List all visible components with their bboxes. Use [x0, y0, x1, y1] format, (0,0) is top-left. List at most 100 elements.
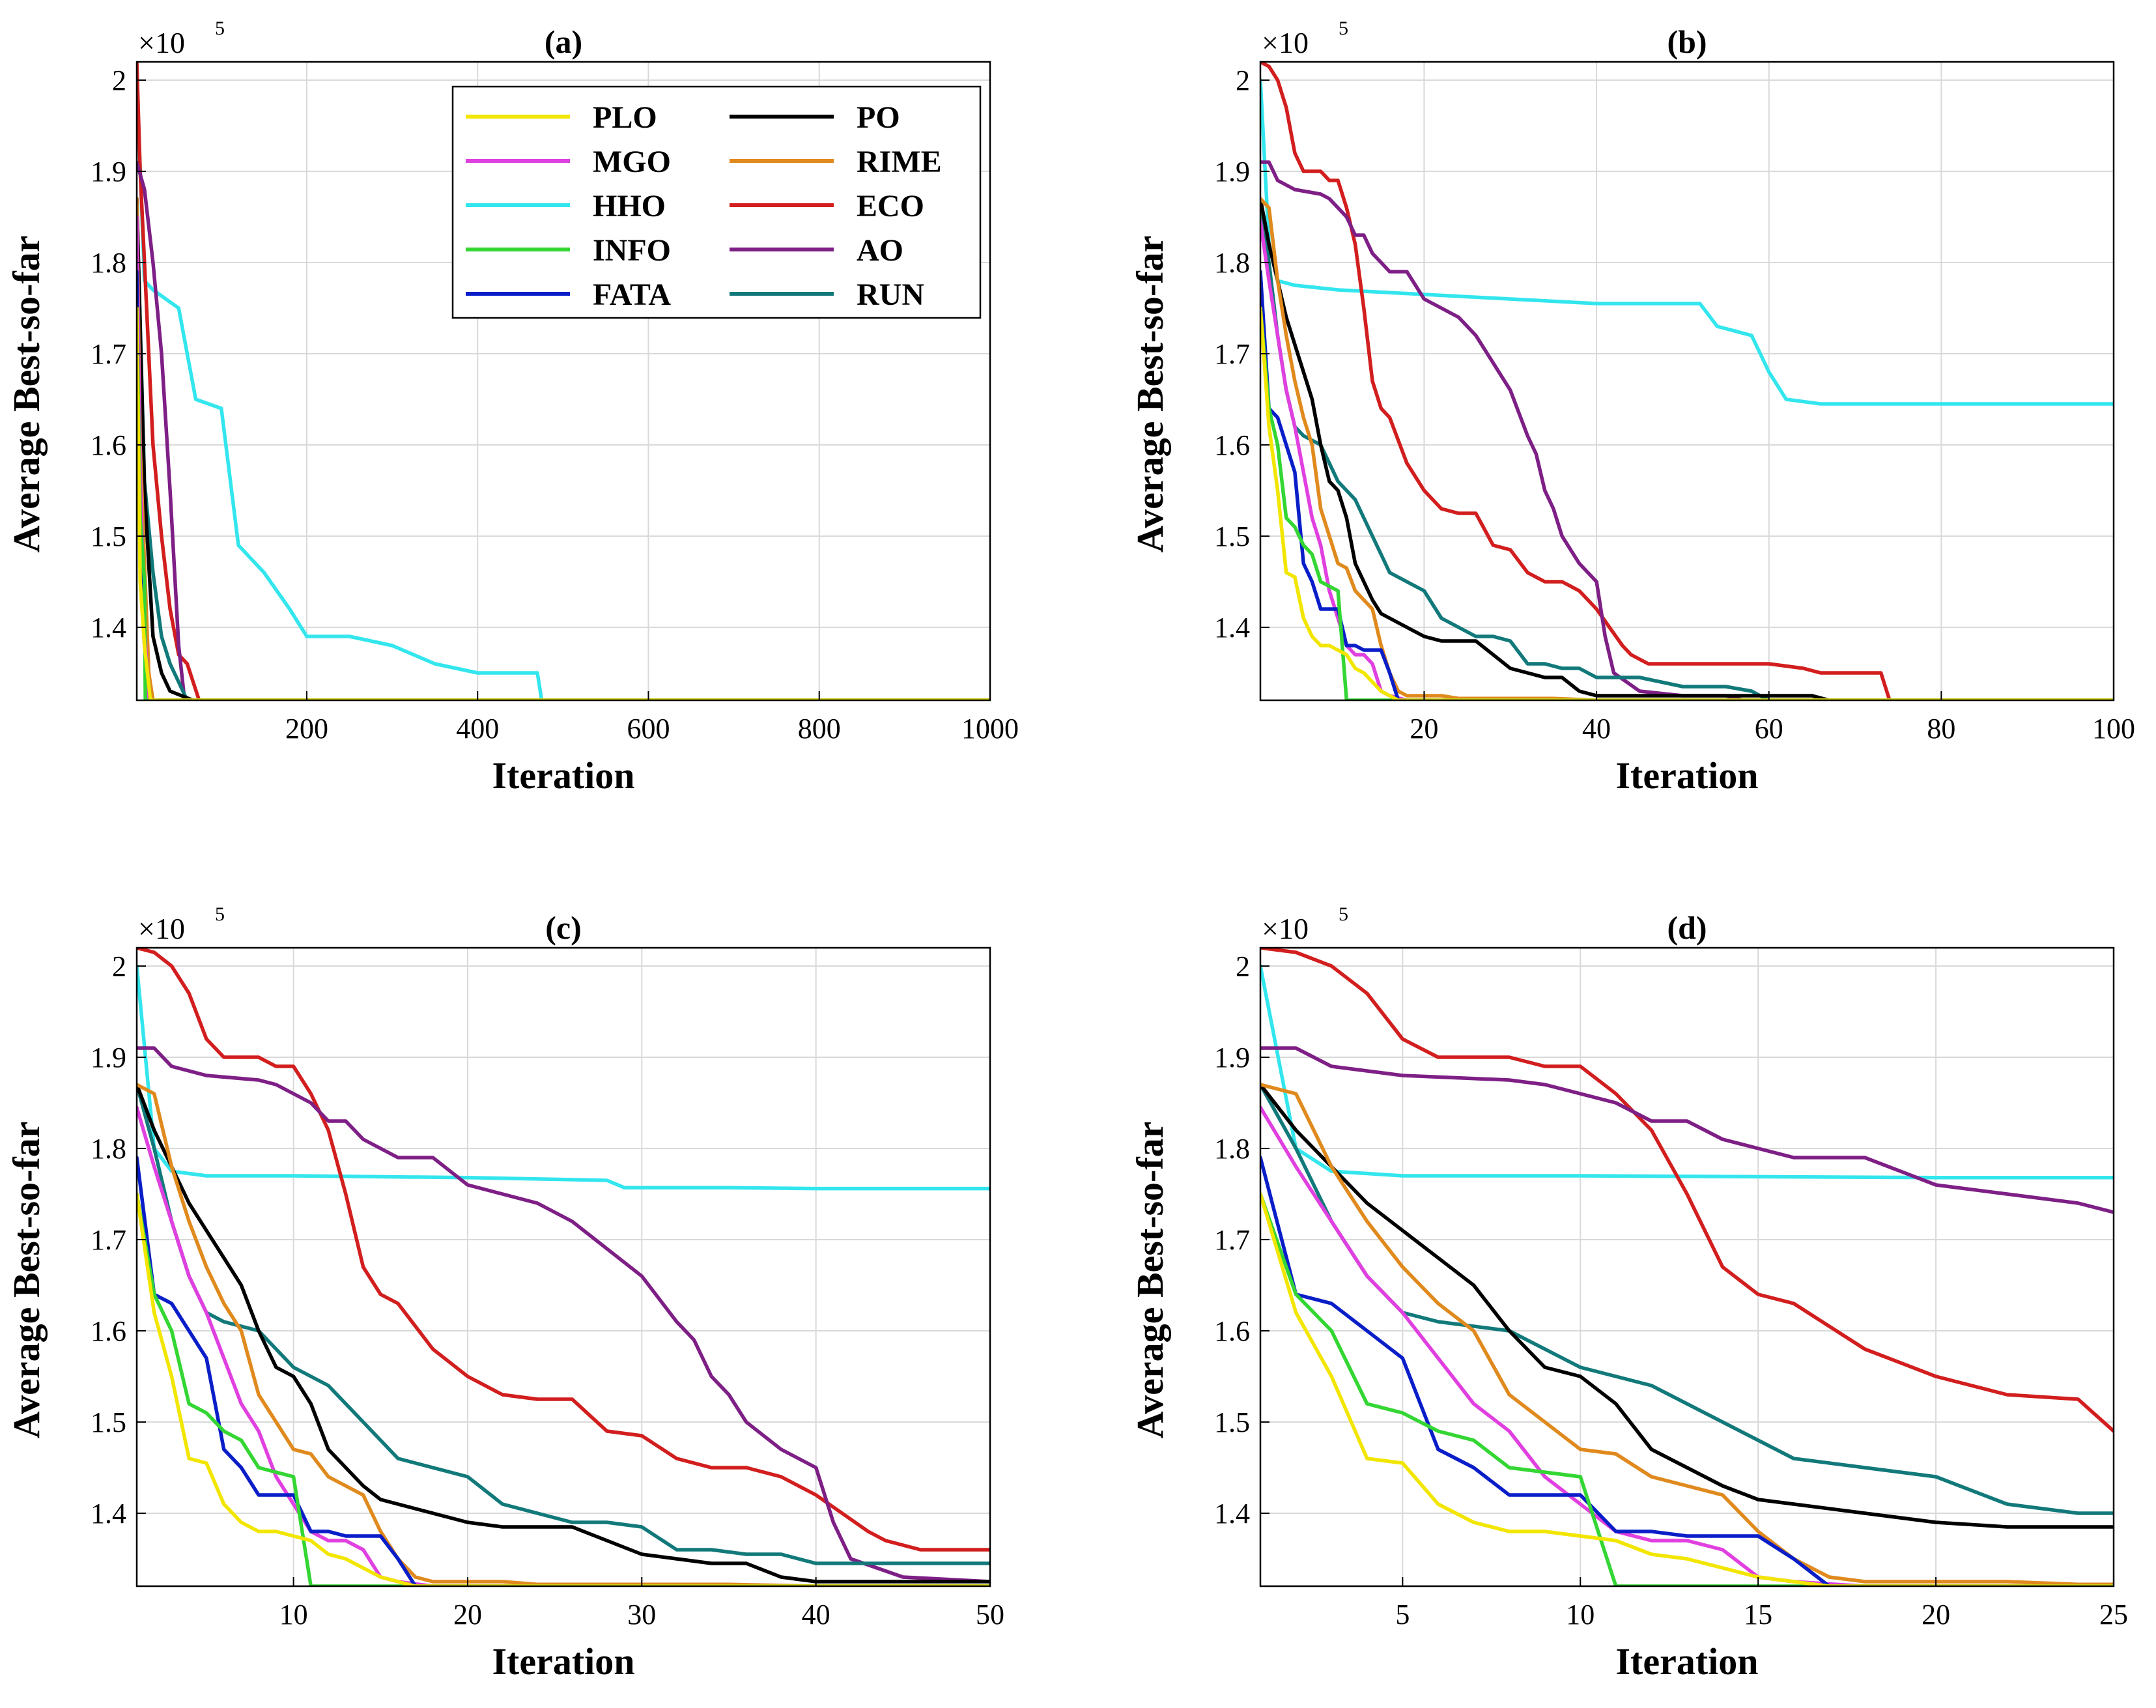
y-tick-label: 1.4: [1214, 612, 1250, 644]
y-tick-label: 2: [1236, 950, 1250, 982]
series-line-rime: [1260, 1083, 2114, 1586]
y-tick-label: 1.7: [91, 1224, 126, 1256]
y-tick-label: 1.8: [91, 247, 126, 279]
legend: PLO PO MGO RIME HHO ECO INFO AO FATA RUN: [451, 85, 982, 319]
x-tick-label: 80: [1927, 713, 1955, 745]
x-tick-label: 15: [1744, 1599, 1772, 1630]
chart-panel-d: 5 10 15 20 25 1.4 1.5 1.6 1.7 1.8 1.9 2 ×10 5 (d) Itera…: [1129, 904, 2128, 1683]
x-tick-label: 600: [627, 713, 670, 745]
y-tick-label: 1.6: [1214, 1315, 1250, 1347]
x-tick-label: 60: [1755, 713, 1783, 745]
legend-item-run: RUN: [730, 278, 924, 312]
y-tick-label: 1.5: [1214, 520, 1250, 552]
y-multiplier: ×10: [1262, 912, 1309, 945]
series-line-info: [137, 1192, 990, 1586]
axes-frame: [1259, 947, 2115, 1587]
series-line-fata: [137, 270, 990, 700]
x-tick-label: 40: [1582, 713, 1611, 745]
y-tick-label: 1.9: [91, 1042, 126, 1074]
axes-frame: [1259, 61, 2115, 702]
y-multiplier-exponent: 5: [215, 904, 225, 925]
x-tick-label: 20: [1410, 713, 1438, 745]
chart-title: (a): [545, 23, 582, 60]
y-tick-label: 1.4: [1214, 1498, 1250, 1530]
legend-item-ao: AO: [730, 233, 903, 268]
series-line-po: [1260, 1083, 2114, 1529]
y-tick-label: 1.7: [91, 338, 126, 370]
series-line-info: [1260, 306, 2114, 700]
x-axis-label: Iteration: [492, 754, 634, 797]
x-tick-label: 10: [279, 1599, 308, 1630]
series-line-run: [137, 1083, 990, 1565]
series-line-po: [1260, 197, 2114, 700]
legend-item-info: INFO: [466, 233, 671, 268]
y-axis-label: Average Best-so-far: [5, 1122, 48, 1439]
series-group: [137, 62, 990, 700]
legend-item-hho: HHO: [466, 189, 666, 223]
series-line-fata: [1260, 1156, 2114, 1586]
series-group: [1260, 948, 2114, 1586]
x-tick-label: 200: [285, 713, 328, 745]
legend-item-mgo: MGO: [466, 145, 671, 179]
series-line-plo: [137, 306, 990, 700]
series-line-plo: [1260, 306, 2114, 700]
series-line-hho: [137, 964, 990, 1191]
series-line-eco: [1260, 948, 2114, 1433]
y-multiplier: ×10: [138, 912, 185, 945]
legend-label: PLO: [593, 100, 657, 135]
y-tick-label: 1.9: [91, 156, 126, 188]
series-line-plo: [137, 1192, 990, 1586]
series-line-eco: [137, 948, 990, 1552]
y-tick-label: 1.6: [91, 429, 126, 461]
series-line-fata: [1260, 270, 2114, 700]
legend-label: ECO: [857, 189, 924, 223]
x-tick-label: 50: [976, 1599, 1004, 1630]
x-tick-label: 100: [2092, 713, 2135, 745]
series-line-ao: [1260, 1046, 2114, 1214]
axes-frame: [135, 947, 991, 1587]
series-line-po: [137, 197, 990, 700]
legend-label: PO: [857, 100, 900, 135]
legend-item-po: PO: [730, 100, 900, 135]
y-axis-label: Average Best-so-far: [5, 236, 48, 553]
chart-panel-a: 200 400 600 800 1000 1.4 1.5 1.6 1.7 1.8 1.9 2 ×10 5 (…: [5, 18, 1019, 797]
legend-item-fata: FATA: [466, 278, 671, 312]
y-axis-label: Average Best-so-far: [1129, 1122, 1171, 1439]
y-multiplier: ×10: [1262, 26, 1309, 59]
x-axis-label: Iteration: [1615, 1640, 1758, 1683]
y-multiplier-exponent: 5: [1339, 904, 1348, 925]
series-line-run: [1260, 197, 2114, 700]
y-tick-label: 1.7: [1214, 338, 1250, 370]
x-tick-label: 20: [453, 1599, 482, 1630]
x-tick-label: 800: [798, 713, 841, 745]
y-multiplier-exponent: 5: [215, 18, 225, 39]
legend-label: AO: [857, 233, 903, 268]
y-multiplier: ×10: [138, 26, 185, 59]
series-line-rime: [1260, 197, 2114, 700]
y-tick-label: 1.8: [91, 1133, 126, 1165]
chart-panel-b: 20 40 60 80 100 1.4 1.5 1.6 1.7 1.8 1.9 2 ×10 5 (b) Ite…: [1129, 18, 2135, 797]
series-line-fata: [137, 1156, 990, 1586]
series-line-hho: [137, 78, 990, 700]
chart-title: (d): [1667, 909, 1707, 946]
x-tick-label: 400: [456, 713, 499, 745]
legend-item-rime: RIME: [730, 145, 942, 179]
y-tick-label: 1.9: [1214, 156, 1250, 188]
chart-panel-c: 10 20 30 40 50 1.4 1.5 1.6 1.7 1.8 1.9 2 ×10 5 (c) Iter…: [5, 904, 1004, 1683]
legend-item-eco: ECO: [730, 189, 924, 223]
y-tick-label: 1.8: [1214, 247, 1250, 279]
y-axis-label: Average Best-so-far: [1129, 236, 1171, 553]
y-tick-label: 1.6: [91, 1315, 126, 1347]
series-line-eco: [1260, 62, 2114, 700]
x-tick-label: 10: [1566, 1599, 1595, 1630]
series-line-ao: [1260, 160, 2114, 700]
y-tick-label: 1.4: [91, 612, 126, 644]
series-line-rime: [137, 1083, 990, 1586]
legend-label: HHO: [593, 189, 666, 223]
y-tick-label: 1.5: [1214, 1406, 1250, 1438]
legend-label: RUN: [857, 278, 924, 312]
y-multiplier-exponent: 5: [1339, 18, 1348, 39]
y-tick-label: 1.7: [1214, 1224, 1250, 1256]
y-tick-label: 1.8: [1214, 1133, 1250, 1165]
